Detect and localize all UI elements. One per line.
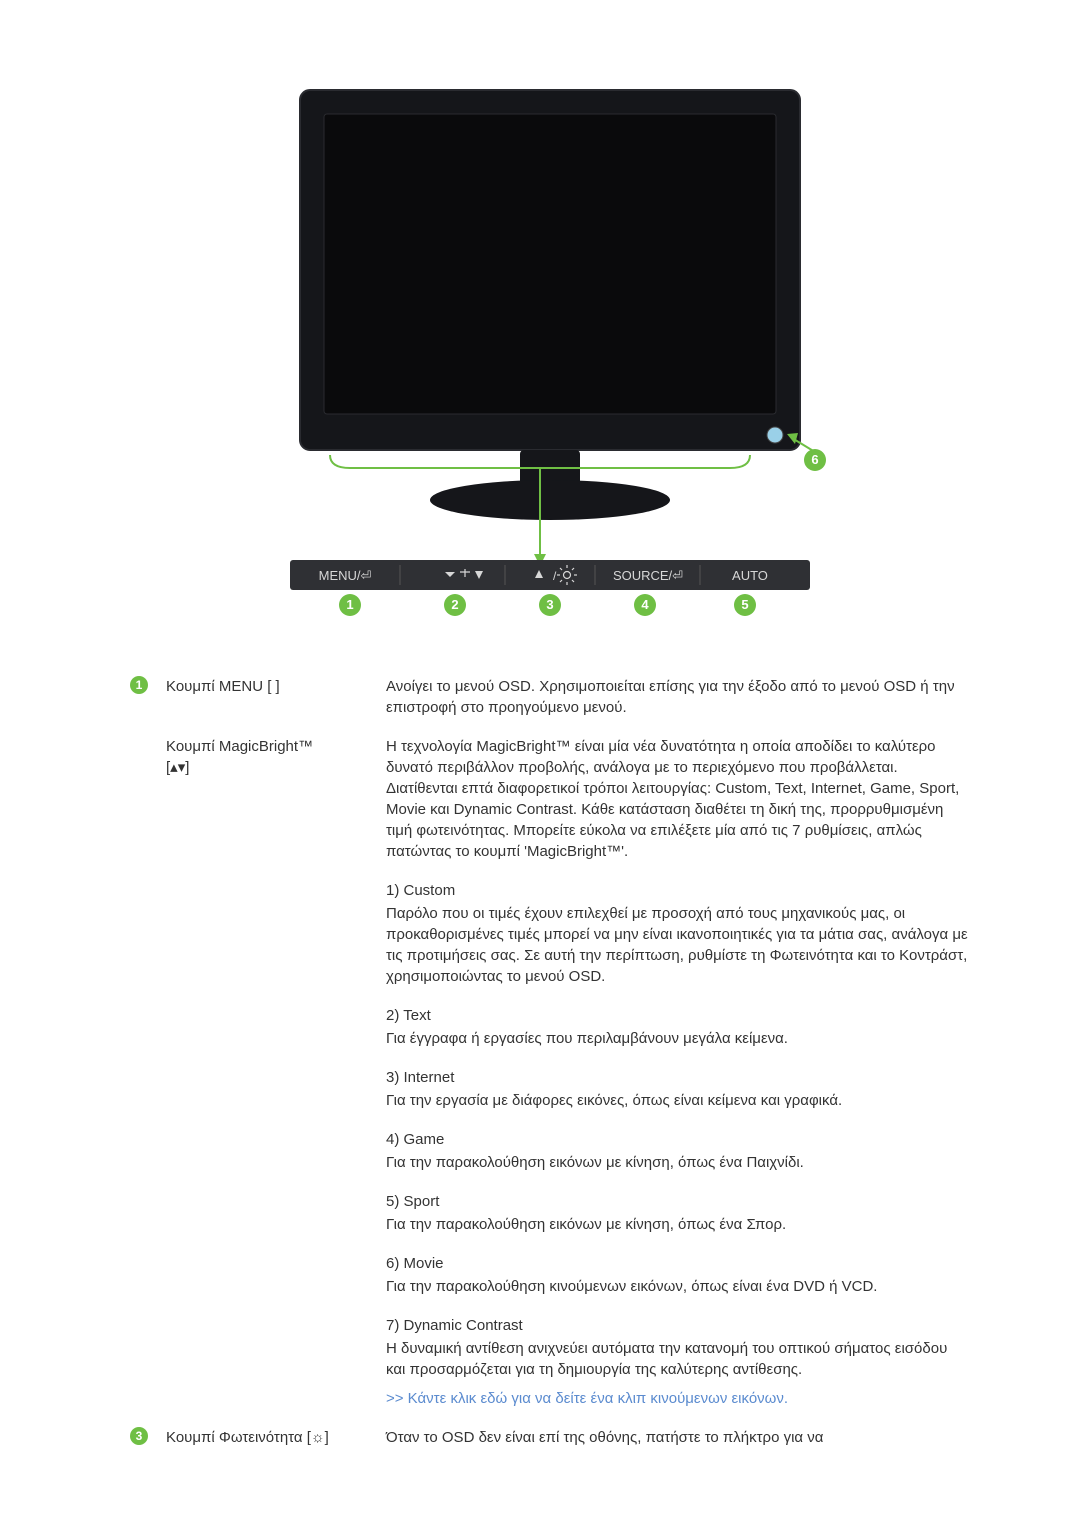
mode-desc: Η δυναμική αντίθεση ανιχνεύει αυτόματα τ… (386, 1338, 970, 1380)
callout-badge-text-6: 6 (811, 452, 818, 467)
row-label-3: Κουμπί Φωτεινότητα [☼] (166, 1427, 386, 1448)
mode-title: 3) Internet (386, 1067, 970, 1088)
mode-title: 5) Sport (386, 1191, 970, 1212)
power-led (767, 427, 783, 443)
btn-label-source: SOURCE/⏎ (613, 568, 683, 583)
callout-badge-text-5: 5 (741, 597, 748, 612)
monitor-diagram: MENU/⏎ / SOURCE/⏎ AUTO (270, 60, 830, 636)
callout-badge-text-2: 2 (451, 597, 458, 612)
row-desc-1: Ανοίγει το μενού OSD. Χρησιμοποιείται επ… (386, 676, 970, 718)
mode-desc: Για την παρακολούθηση εικόνων με κίνηση,… (386, 1214, 970, 1235)
mode-title: 6) Movie (386, 1253, 970, 1274)
animation-clip-link[interactable]: >> Κάντε κλικ εδώ για να δείτε ένα κλιπ … (386, 1388, 970, 1409)
btn-label-auto: AUTO (732, 568, 768, 583)
callout-badges: 1 2 3 4 5 6 (339, 449, 826, 616)
monitor-screen (324, 114, 776, 414)
mode-title: 2) Text (386, 1005, 970, 1026)
mode-title: 4) Game (386, 1129, 970, 1150)
mode-item-text: 2) TextΓια έγγραφα ή εργασίες που περιλα… (386, 1005, 970, 1049)
item-row-2: Κουμπί MagicBright™ [▴▾] Η τεχνολογία Ma… (130, 736, 970, 1409)
mode-desc: Παρόλο που οι τιμές έχουν επιλεχθεί με π… (386, 903, 970, 987)
row-badge-1: 1 (130, 676, 148, 694)
mode-item-dynamic-contrast: 7) Dynamic ContrastΗ δυναμική αντίθεση α… (386, 1315, 970, 1380)
mode-title: 1) Custom (386, 880, 970, 901)
callout-badge-text-3: 3 (546, 597, 553, 612)
row-desc-2: Η τεχνολογία MagicBright™ είναι μία νέα … (386, 736, 970, 862)
row-label-2: Κουμπί MagicBright™ [▴▾] (166, 736, 386, 778)
mode-desc: Για την παρακολούθηση κινούμενων εικόνων… (386, 1276, 970, 1297)
row-desc-3: Όταν το OSD δεν είναι επί της οθόνης, πα… (386, 1427, 970, 1448)
mode-item-movie: 6) MovieΓια την παρακολούθηση κινούμενων… (386, 1253, 970, 1297)
btn-label-menu: MENU/⏎ (319, 568, 372, 583)
callout-badge-text-1: 1 (346, 597, 353, 612)
mode-desc: Για την παρακολούθηση εικόνων με κίνηση,… (386, 1152, 970, 1173)
mode-item-custom: 1) CustomΠαρόλο που οι τιμές έχουν επιλε… (386, 880, 970, 987)
mode-item-sport: 5) SportΓια την παρακολούθηση εικόνων με… (386, 1191, 970, 1235)
item-row-3: 3 Κουμπί Φωτεινότητα [☼] Όταν το OSD δεν… (130, 1427, 970, 1448)
callout-badge-text-4: 4 (641, 597, 649, 612)
monitor-stand-base (430, 480, 670, 520)
monitor-diagram-svg: MENU/⏎ / SOURCE/⏎ AUTO (270, 60, 830, 630)
row-label-1: Κουμπί MENU [ ] (166, 676, 386, 697)
mode-item-game: 4) GameΓια την παρακολούθηση εικόνων με … (386, 1129, 970, 1173)
mode-desc: Για έγγραφα ή εργασίες που περιλαμβάνουν… (386, 1028, 970, 1049)
mode-item-internet: 3) InternetΓια την εργασία με διάφορες ε… (386, 1067, 970, 1111)
mode-desc: Για την εργασία με διάφορες εικόνες, όπω… (386, 1090, 970, 1111)
mode-title: 7) Dynamic Contrast (386, 1315, 970, 1336)
modes-list: 1) CustomΠαρόλο που οι τιμές έχουν επιλε… (386, 880, 970, 1380)
row-badge-3: 3 (130, 1427, 148, 1445)
item-row-1: 1 Κουμπί MENU [ ] Ανοίγει το μενού OSD. … (130, 676, 970, 718)
